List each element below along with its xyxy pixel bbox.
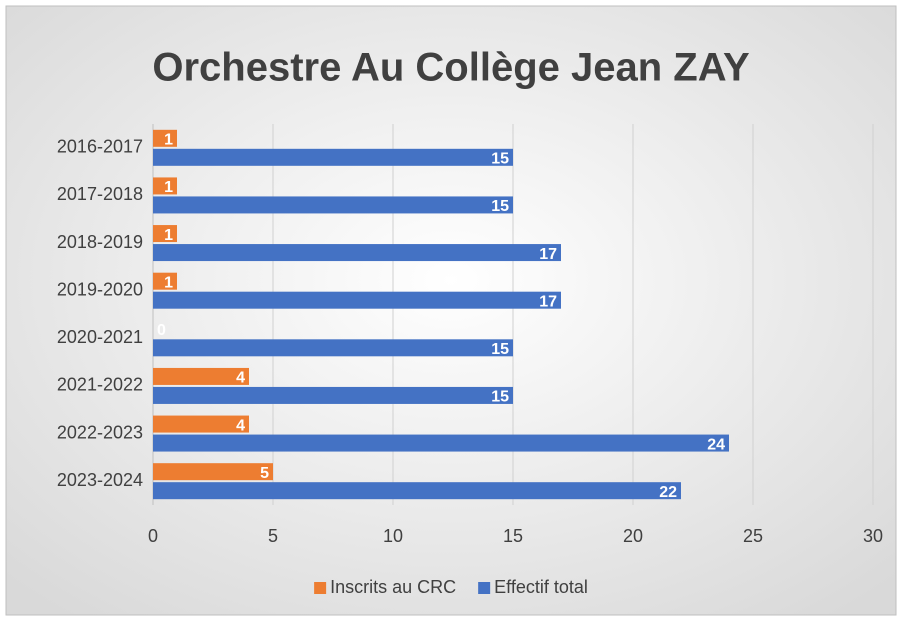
y-tick-label: 2019-2020 <box>57 279 143 299</box>
data-label: 1 <box>164 179 173 196</box>
bar <box>153 244 561 262</box>
bar <box>153 148 513 166</box>
data-label: 1 <box>164 227 173 244</box>
y-tick-label: 2017-2018 <box>57 184 143 204</box>
x-tick-label: 5 <box>268 526 278 546</box>
bar <box>153 272 177 290</box>
data-label: 22 <box>659 484 677 501</box>
bars <box>153 129 729 500</box>
x-tick-label: 30 <box>863 526 883 546</box>
data-label: 0 <box>157 322 166 339</box>
data-label: 5 <box>260 465 269 482</box>
data-label: 4 <box>236 370 245 387</box>
data-label: 17 <box>539 293 557 310</box>
legend-label: Inscrits au CRC <box>330 577 456 597</box>
bar <box>153 129 177 147</box>
bar <box>153 463 273 481</box>
bar <box>153 291 561 309</box>
data-label: 1 <box>164 274 173 291</box>
grid <box>152 124 874 505</box>
data-label: 15 <box>491 151 509 168</box>
y-tick-label: 2020-2021 <box>57 327 143 347</box>
bar <box>153 386 513 404</box>
x-tick-label: 0 <box>148 526 158 546</box>
x-tick-label: 15 <box>503 526 523 546</box>
chart-background <box>5 5 897 616</box>
legend-item: Inscrits au CRC <box>314 577 456 597</box>
data-label: 15 <box>491 389 509 406</box>
x-tick-label: 25 <box>743 526 763 546</box>
bar <box>153 482 681 500</box>
chart-title: Orchestre Au Collège Jean ZAY <box>152 46 750 90</box>
bar <box>153 415 249 433</box>
data-label: 15 <box>491 198 509 215</box>
bar <box>153 367 249 385</box>
legend-label: Effectif total <box>494 577 588 597</box>
data-label: 4 <box>236 417 245 434</box>
y-tick-label: 2022-2023 <box>57 422 143 442</box>
x-tick-label: 20 <box>623 526 643 546</box>
bar <box>153 339 513 357</box>
bar <box>153 177 177 195</box>
bar <box>153 225 177 243</box>
legend: Inscrits au CRC Effectif total <box>314 577 588 597</box>
y-tick-label: 2023-2024 <box>57 470 143 490</box>
data-label: 24 <box>707 436 725 453</box>
data-label: 17 <box>539 246 557 263</box>
legend-swatch <box>478 582 491 594</box>
legend-item: Effectif total <box>478 577 588 597</box>
y-tick-label: 2021-2022 <box>57 375 143 395</box>
y-tick-label: 2016-2017 <box>57 137 143 157</box>
y-tick-label: 2018-2019 <box>57 232 143 252</box>
data-label: 1 <box>164 132 173 149</box>
x-tick-label: 10 <box>383 526 403 546</box>
legend-swatch <box>314 582 327 594</box>
bar <box>153 434 729 452</box>
bar <box>153 196 513 214</box>
data-label: 15 <box>491 341 509 358</box>
